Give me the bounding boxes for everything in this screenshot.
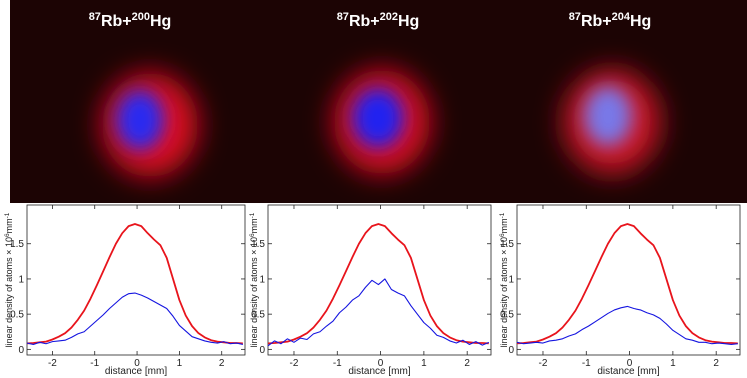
- y-tick-label: 1: [259, 274, 265, 285]
- y-label-part: mm: [499, 218, 509, 233]
- x-tick-label: 0: [134, 358, 140, 369]
- x-tick-label: -2: [539, 358, 548, 369]
- y-label-part: -1: [499, 212, 506, 218]
- y-tick-label: 1.5: [500, 239, 514, 250]
- title-part: Rb+: [349, 13, 380, 30]
- series-line: [26, 223, 243, 345]
- series-line: [267, 223, 489, 345]
- plot-area: [516, 204, 741, 356]
- y-tick-label: 0.5: [251, 310, 265, 321]
- atom-image: [334, 70, 430, 174]
- y-label-part: linear density of atoms × 10: [499, 237, 509, 347]
- x-tick-label: 2: [713, 358, 719, 369]
- y-label-part: 6: [249, 233, 256, 237]
- title-part: Hg: [150, 13, 171, 30]
- title-part: Rb+: [101, 13, 132, 30]
- x-tick-label: -2: [290, 358, 299, 369]
- x-tick-label: -1: [582, 358, 591, 369]
- series-line: [26, 292, 243, 345]
- atom-image: [564, 70, 660, 174]
- y-tick-label: 0: [508, 345, 514, 356]
- x-tick-label: 1: [421, 358, 427, 369]
- y-tick-label: 1.5: [10, 239, 24, 250]
- x-tick-label: 2: [219, 358, 225, 369]
- y-label-part: linear density of atoms × 10: [4, 237, 14, 347]
- y-tick-label: 0.5: [10, 310, 24, 321]
- y-tick-label: 1: [18, 274, 24, 285]
- y-tick-label: 0: [18, 345, 24, 356]
- y-label-part: mm: [4, 218, 14, 233]
- y-tick-label: 1.5: [251, 239, 265, 250]
- series-line: [516, 305, 738, 345]
- plot-area: [26, 204, 246, 356]
- title-part: Hg: [398, 13, 419, 30]
- title-part: 202: [380, 11, 398, 23]
- y-axis-label: linear density of atoms × 106mm-1: [249, 212, 259, 347]
- image-title: 87Rb+202Hg: [337, 11, 420, 30]
- image-title: 87Rb+204Hg: [569, 11, 652, 30]
- image-title: 87Rb+200Hg: [89, 11, 172, 30]
- plot-area: [267, 204, 492, 356]
- y-label-part: -1: [249, 212, 256, 218]
- y-label-part: 6: [499, 233, 506, 237]
- series-line: [267, 278, 490, 347]
- x-axis-label: distance [mm]: [348, 366, 410, 377]
- title-part: 204: [612, 11, 631, 23]
- y-tick-label: 0: [259, 345, 265, 356]
- atom-image: [102, 73, 198, 177]
- y-label-part: -1: [4, 212, 11, 218]
- title-part: 87: [337, 11, 349, 23]
- x-axis-label: distance [mm]: [597, 366, 659, 377]
- x-tick-label: 2: [464, 358, 470, 369]
- y-label-part: linear density of atoms × 10: [249, 237, 259, 347]
- y-tick-label: 1: [508, 274, 514, 285]
- x-tick-label: 0: [627, 358, 633, 369]
- x-tick-label: -1: [333, 358, 342, 369]
- x-tick-label: 0: [378, 358, 384, 369]
- title-part: 87: [89, 11, 101, 23]
- x-tick-label: 1: [177, 358, 183, 369]
- y-axis-label: linear density of atoms × 106mm-1: [4, 212, 14, 347]
- x-tick-label: -1: [90, 358, 99, 369]
- y-tick-label: 0.5: [500, 310, 514, 321]
- y-label-part: mm: [249, 218, 259, 233]
- title-part: Hg: [630, 13, 651, 30]
- title-part: 200: [132, 11, 150, 23]
- title-part: Rb+: [581, 13, 612, 30]
- title-part: 87: [569, 11, 581, 23]
- x-tick-label: 1: [670, 358, 676, 369]
- x-tick-label: -2: [48, 358, 57, 369]
- x-axis-label: distance [mm]: [105, 366, 167, 377]
- y-axis-label: linear density of atoms × 106mm-1: [499, 212, 509, 347]
- series-line: [516, 223, 738, 345]
- y-label-part: 6: [4, 233, 11, 237]
